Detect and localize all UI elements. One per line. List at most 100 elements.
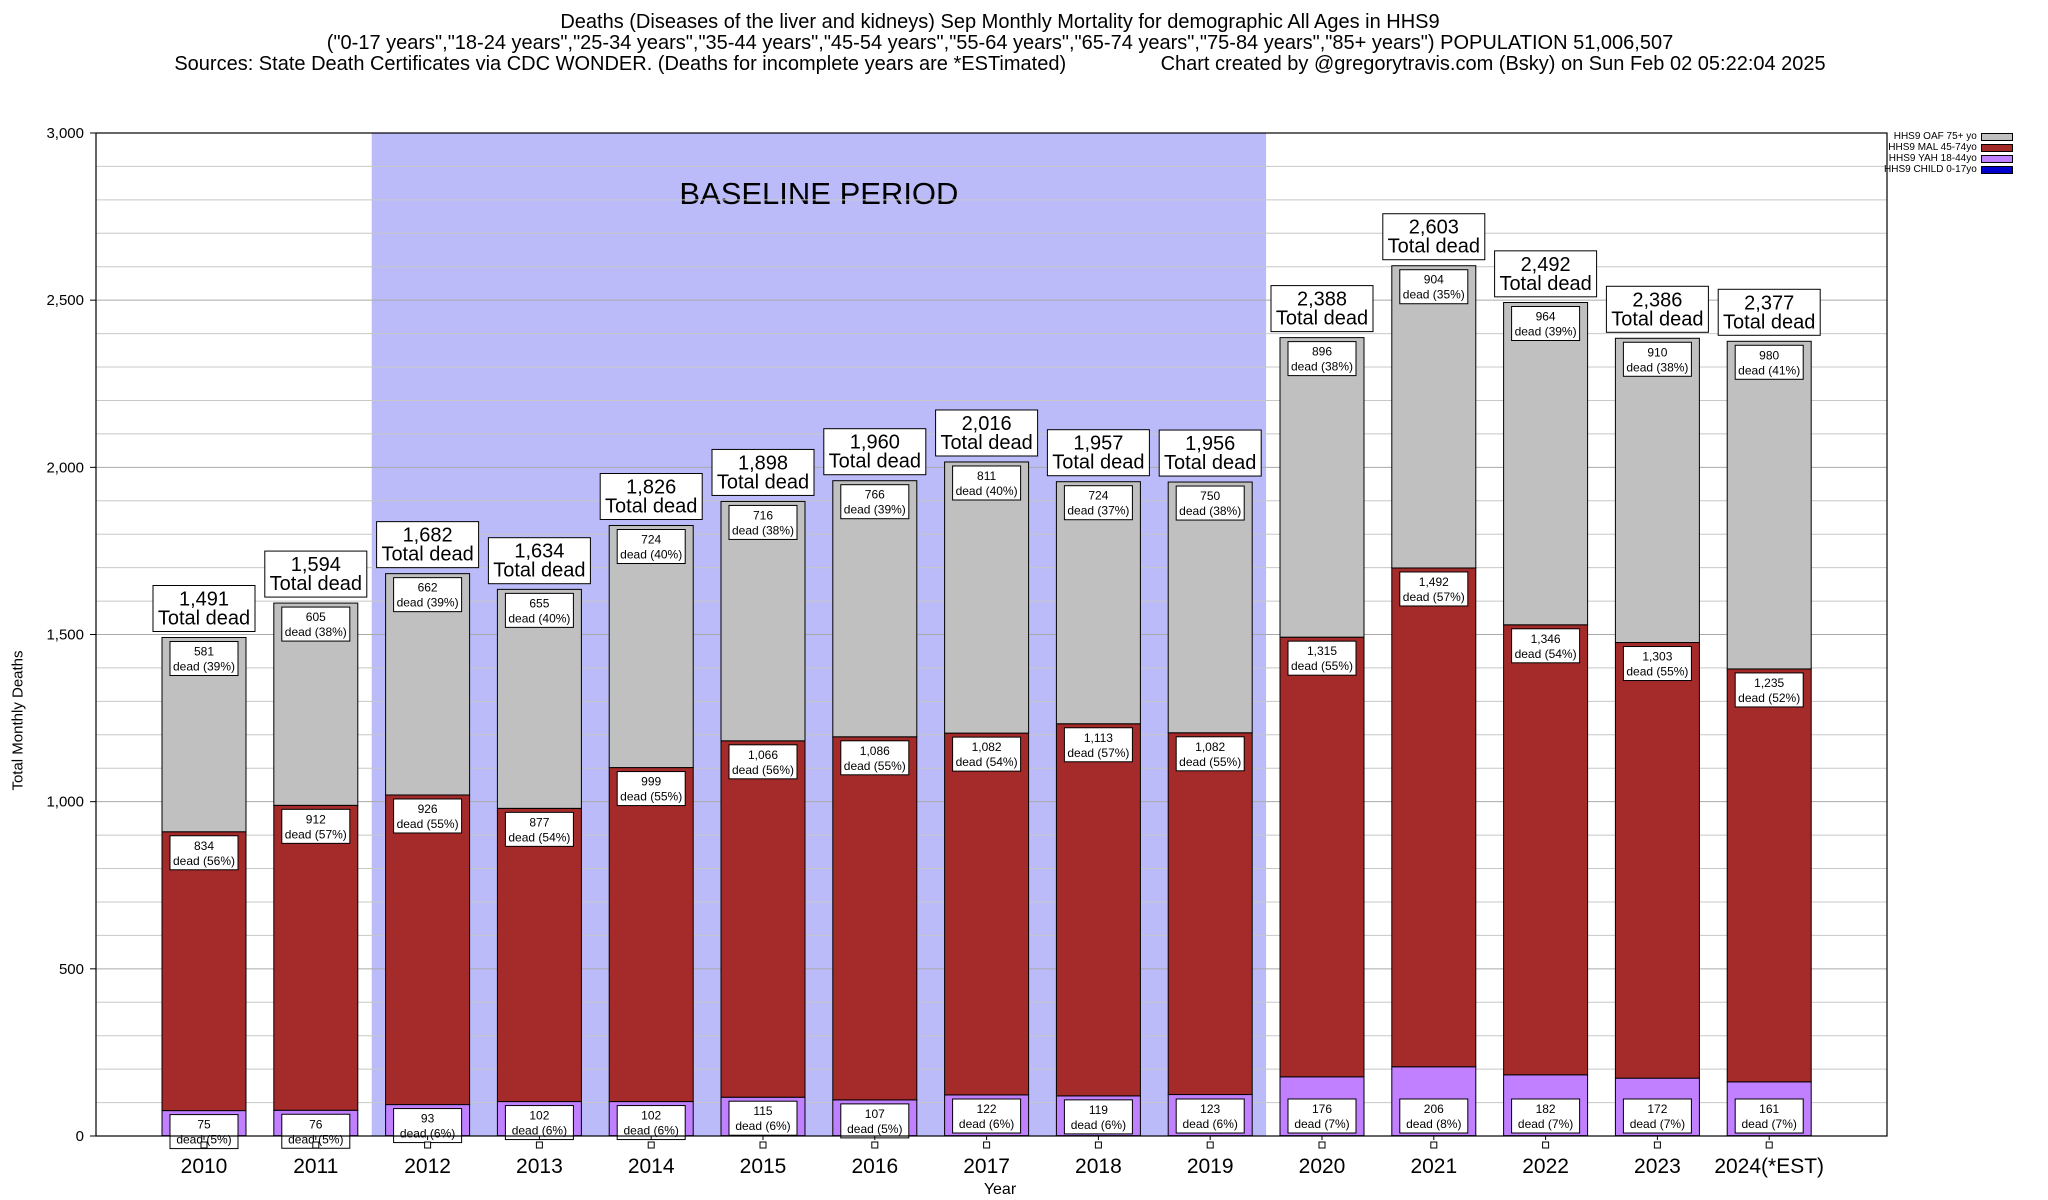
segment-label-box <box>1622 1098 1692 1134</box>
bar-segment-mal <box>944 732 1030 1096</box>
segment-pct-label: dead (38%) <box>1291 360 1353 374</box>
segment-value-label: 999 <box>641 775 661 789</box>
total-suffix-label: Total dead <box>1723 311 1815 333</box>
segment-value-label: 1,082 <box>972 740 1002 754</box>
child-marker <box>1542 1141 1550 1149</box>
child-marker <box>312 1141 320 1149</box>
child-marker <box>871 1141 879 1149</box>
total-label-box <box>1046 429 1150 477</box>
total-label-box <box>1605 285 1709 333</box>
x-tick-label: 2022 <box>1522 1155 1569 1178</box>
bar-segment-oaf <box>720 500 806 742</box>
segment-value-label: 115 <box>753 1104 772 1118</box>
segment-pct-label: dead (41%) <box>1738 363 1800 377</box>
segment-value-label: 1,492 <box>1419 575 1449 589</box>
child-marker <box>1318 1141 1326 1149</box>
child-marker <box>1206 1141 1214 1149</box>
segment-label-box <box>169 641 239 677</box>
bar-segment-mal <box>385 794 471 1106</box>
x-tick-label: 2011 <box>293 1155 338 1178</box>
total-value-label: 2,377 <box>1744 292 1794 314</box>
segment-pct-label: dead (55%) <box>620 790 682 804</box>
segment-value-label: 662 <box>418 581 438 595</box>
bar-segment-oaf <box>1503 302 1589 626</box>
chart-subtitle: ("0-17 years","18-24 years","25-34 years… <box>326 32 1674 54</box>
bar-segment-mal <box>496 807 582 1103</box>
segment-pct-label: dead (6%) <box>624 1124 679 1138</box>
total-value-label: 1,957 <box>1073 433 1123 455</box>
segment-label-box <box>1175 1098 1245 1134</box>
segment-value-label: 182 <box>1536 1102 1556 1116</box>
segment-value-label: 581 <box>194 645 214 659</box>
segment-value-label: 1,086 <box>860 744 890 758</box>
bar-segment-oaf <box>1167 481 1253 734</box>
child-marker <box>1653 1141 1661 1149</box>
total-label-box <box>823 428 927 476</box>
baseline-label: BASELINE PERIOD <box>679 176 958 211</box>
chart-header: Deaths (Diseases of the liver and kidney… <box>0 12 2000 75</box>
bar-segment-mal <box>1391 567 1477 1068</box>
bar-segment-mal <box>1279 636 1365 1078</box>
chart-title: Deaths (Diseases of the liver and kidney… <box>560 11 1440 33</box>
segment-pct-label: dead (55%) <box>844 759 906 773</box>
bar-segment-oaf <box>1055 481 1141 725</box>
x-tick-label: 2012 <box>404 1155 451 1178</box>
segment-pct-label: dead (39%) <box>844 503 906 517</box>
child-marker <box>200 1141 208 1149</box>
segment-pct-label: dead (54%) <box>1515 647 1577 661</box>
segment-label-box <box>1399 1098 1469 1134</box>
segment-value-label: 119 <box>1089 1103 1108 1117</box>
segment-value-label: 1,066 <box>748 748 778 762</box>
x-tick-label: 2014 <box>628 1155 675 1178</box>
segment-pct-label: dead (39%) <box>1515 325 1577 339</box>
x-tick-label: 2023 <box>1634 1155 1681 1178</box>
segment-label-box <box>281 606 351 642</box>
total-value-label: 1,682 <box>403 525 453 547</box>
total-label-box <box>1494 250 1598 298</box>
segment-value-label: 926 <box>418 802 438 816</box>
bar-segment-oaf <box>608 525 694 769</box>
segment-label-box <box>1622 646 1692 682</box>
segment-pct-label: dead (57%) <box>1403 590 1465 604</box>
segment-label-box <box>1511 628 1581 664</box>
plot-frame <box>95 132 1888 1137</box>
segment-pct-label: dead (54%) <box>956 755 1018 769</box>
segment-label-box <box>1734 672 1804 708</box>
total-value-label: 1,634 <box>514 541 564 563</box>
bar-segment-oaf <box>832 480 918 738</box>
segment-value-label: 1,303 <box>1642 650 1672 664</box>
segment-pct-label: dead (38%) <box>1179 504 1241 518</box>
total-value-label: 2,492 <box>1521 254 1571 276</box>
segment-pct-label: dead (37%) <box>1067 504 1129 518</box>
segment-value-label: 964 <box>1536 310 1556 324</box>
chart-sources: Sources: State Death Certificates via CD… <box>174 53 1826 75</box>
segment-label-box <box>728 1100 798 1136</box>
total-label-box <box>264 550 368 598</box>
bar-segment-mal <box>832 736 918 1101</box>
segment-label-box <box>952 1098 1022 1134</box>
segment-value-label: 716 <box>753 508 773 522</box>
segment-pct-label: dead (7%) <box>1742 1117 1797 1131</box>
y-axis-label: Total Monthly Deaths <box>9 650 27 791</box>
total-label-box <box>1270 285 1374 333</box>
segment-value-label: 605 <box>306 610 326 624</box>
segment-label-box <box>1622 341 1692 377</box>
segment-value-label: 811 <box>977 469 996 483</box>
total-suffix-label: Total dead <box>1276 308 1368 330</box>
segment-value-label: 655 <box>529 596 549 610</box>
segment-value-label: 980 <box>1759 348 1779 362</box>
child-marker <box>1765 1141 1773 1149</box>
segment-label-box <box>504 592 574 628</box>
segment-label-box <box>1734 344 1804 380</box>
total-suffix-label: Total dead <box>1499 273 1591 295</box>
bar-segment-mal <box>273 804 359 1111</box>
segment-label-box <box>1399 571 1469 607</box>
segment-label-box <box>1175 736 1245 772</box>
total-suffix-label: Total dead <box>158 608 250 630</box>
segment-value-label: 766 <box>865 488 885 502</box>
segment-pct-label: dead (38%) <box>732 523 794 537</box>
legend-label: HHS9 CHILD 0-17yo <box>1884 164 1977 175</box>
y-tick-label: 2,500 <box>46 292 84 309</box>
x-tick-label: 2010 <box>181 1155 228 1178</box>
